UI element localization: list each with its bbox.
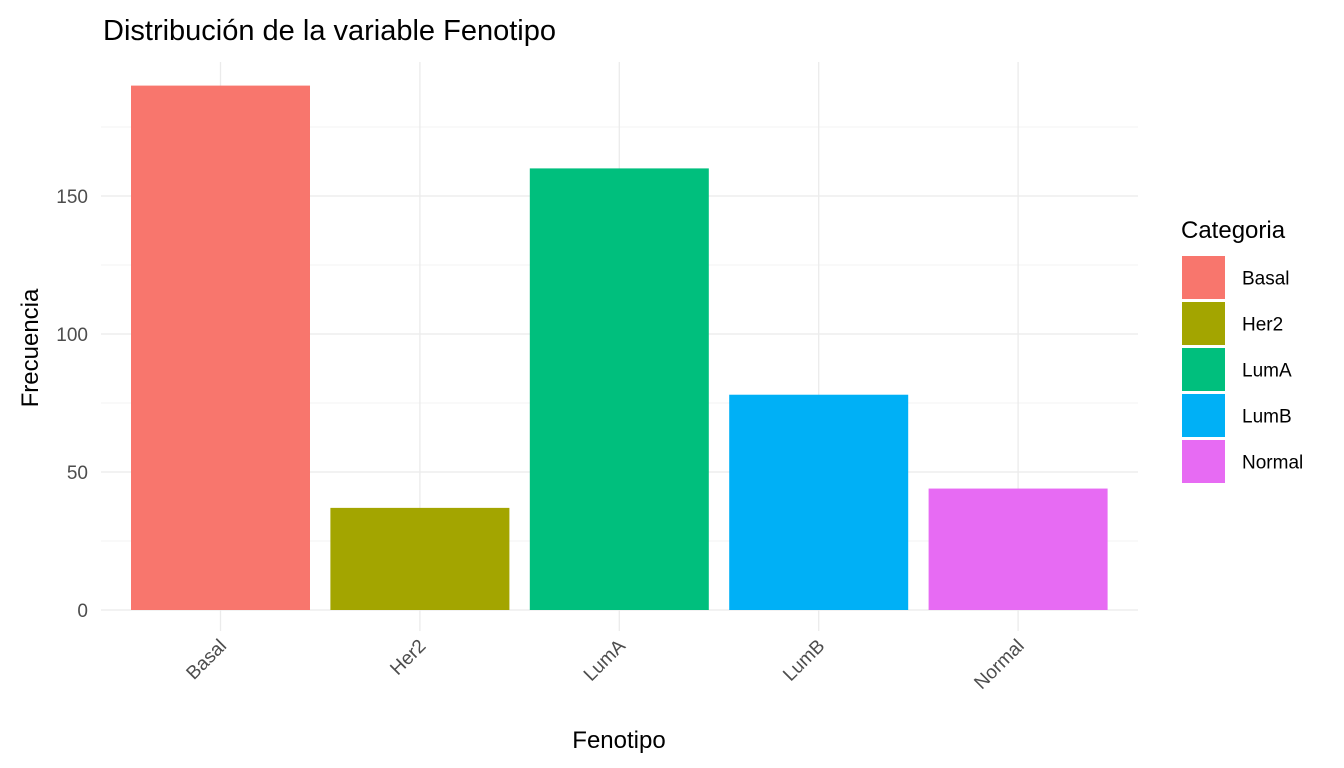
bar-normal bbox=[928, 488, 1108, 610]
y-axis-ticks: 0 50 100 150 bbox=[56, 187, 88, 622]
legend-label: Basal bbox=[1242, 269, 1290, 290]
bar-lumb bbox=[729, 394, 909, 610]
legend-label: Normal bbox=[1242, 453, 1303, 474]
legend-key-normal bbox=[1182, 440, 1225, 483]
legend-label: LumB bbox=[1242, 407, 1292, 428]
chart-title: Distribución de la variable Fenotipo bbox=[103, 15, 556, 47]
bar-basal bbox=[131, 85, 310, 611]
bar-her2 bbox=[330, 507, 510, 610]
legend-label: LumA bbox=[1242, 361, 1292, 382]
x-tick-label: LumA bbox=[580, 635, 630, 685]
legend-title: Categoria bbox=[1181, 217, 1286, 244]
y-tick-label: 0 bbox=[77, 601, 88, 622]
x-tick-label: Basal bbox=[183, 636, 231, 684]
legend-key-luma bbox=[1182, 348, 1225, 391]
bar-luma bbox=[529, 168, 709, 610]
bars bbox=[131, 85, 1108, 611]
y-tick-label: 100 bbox=[56, 325, 88, 346]
y-tick-label: 50 bbox=[67, 463, 88, 484]
x-tick-label: Her2 bbox=[386, 636, 430, 680]
y-axis-title: Frecuencia bbox=[17, 288, 44, 407]
x-tick-label: Normal bbox=[970, 636, 1028, 694]
legend-key-her2 bbox=[1182, 302, 1225, 345]
y-tick-label: 150 bbox=[56, 187, 88, 208]
legend-key-lumb bbox=[1182, 394, 1225, 437]
legend: Categoria Basal Her2 LumA LumB Normal bbox=[1181, 217, 1303, 483]
legend-key-basal bbox=[1182, 256, 1225, 299]
x-axis-ticks: Basal Her2 LumA LumB Normal bbox=[183, 635, 1029, 693]
x-axis-title: Fenotipo bbox=[572, 727, 665, 754]
x-tick-label: LumB bbox=[779, 636, 829, 686]
legend-label: Her2 bbox=[1242, 315, 1283, 336]
